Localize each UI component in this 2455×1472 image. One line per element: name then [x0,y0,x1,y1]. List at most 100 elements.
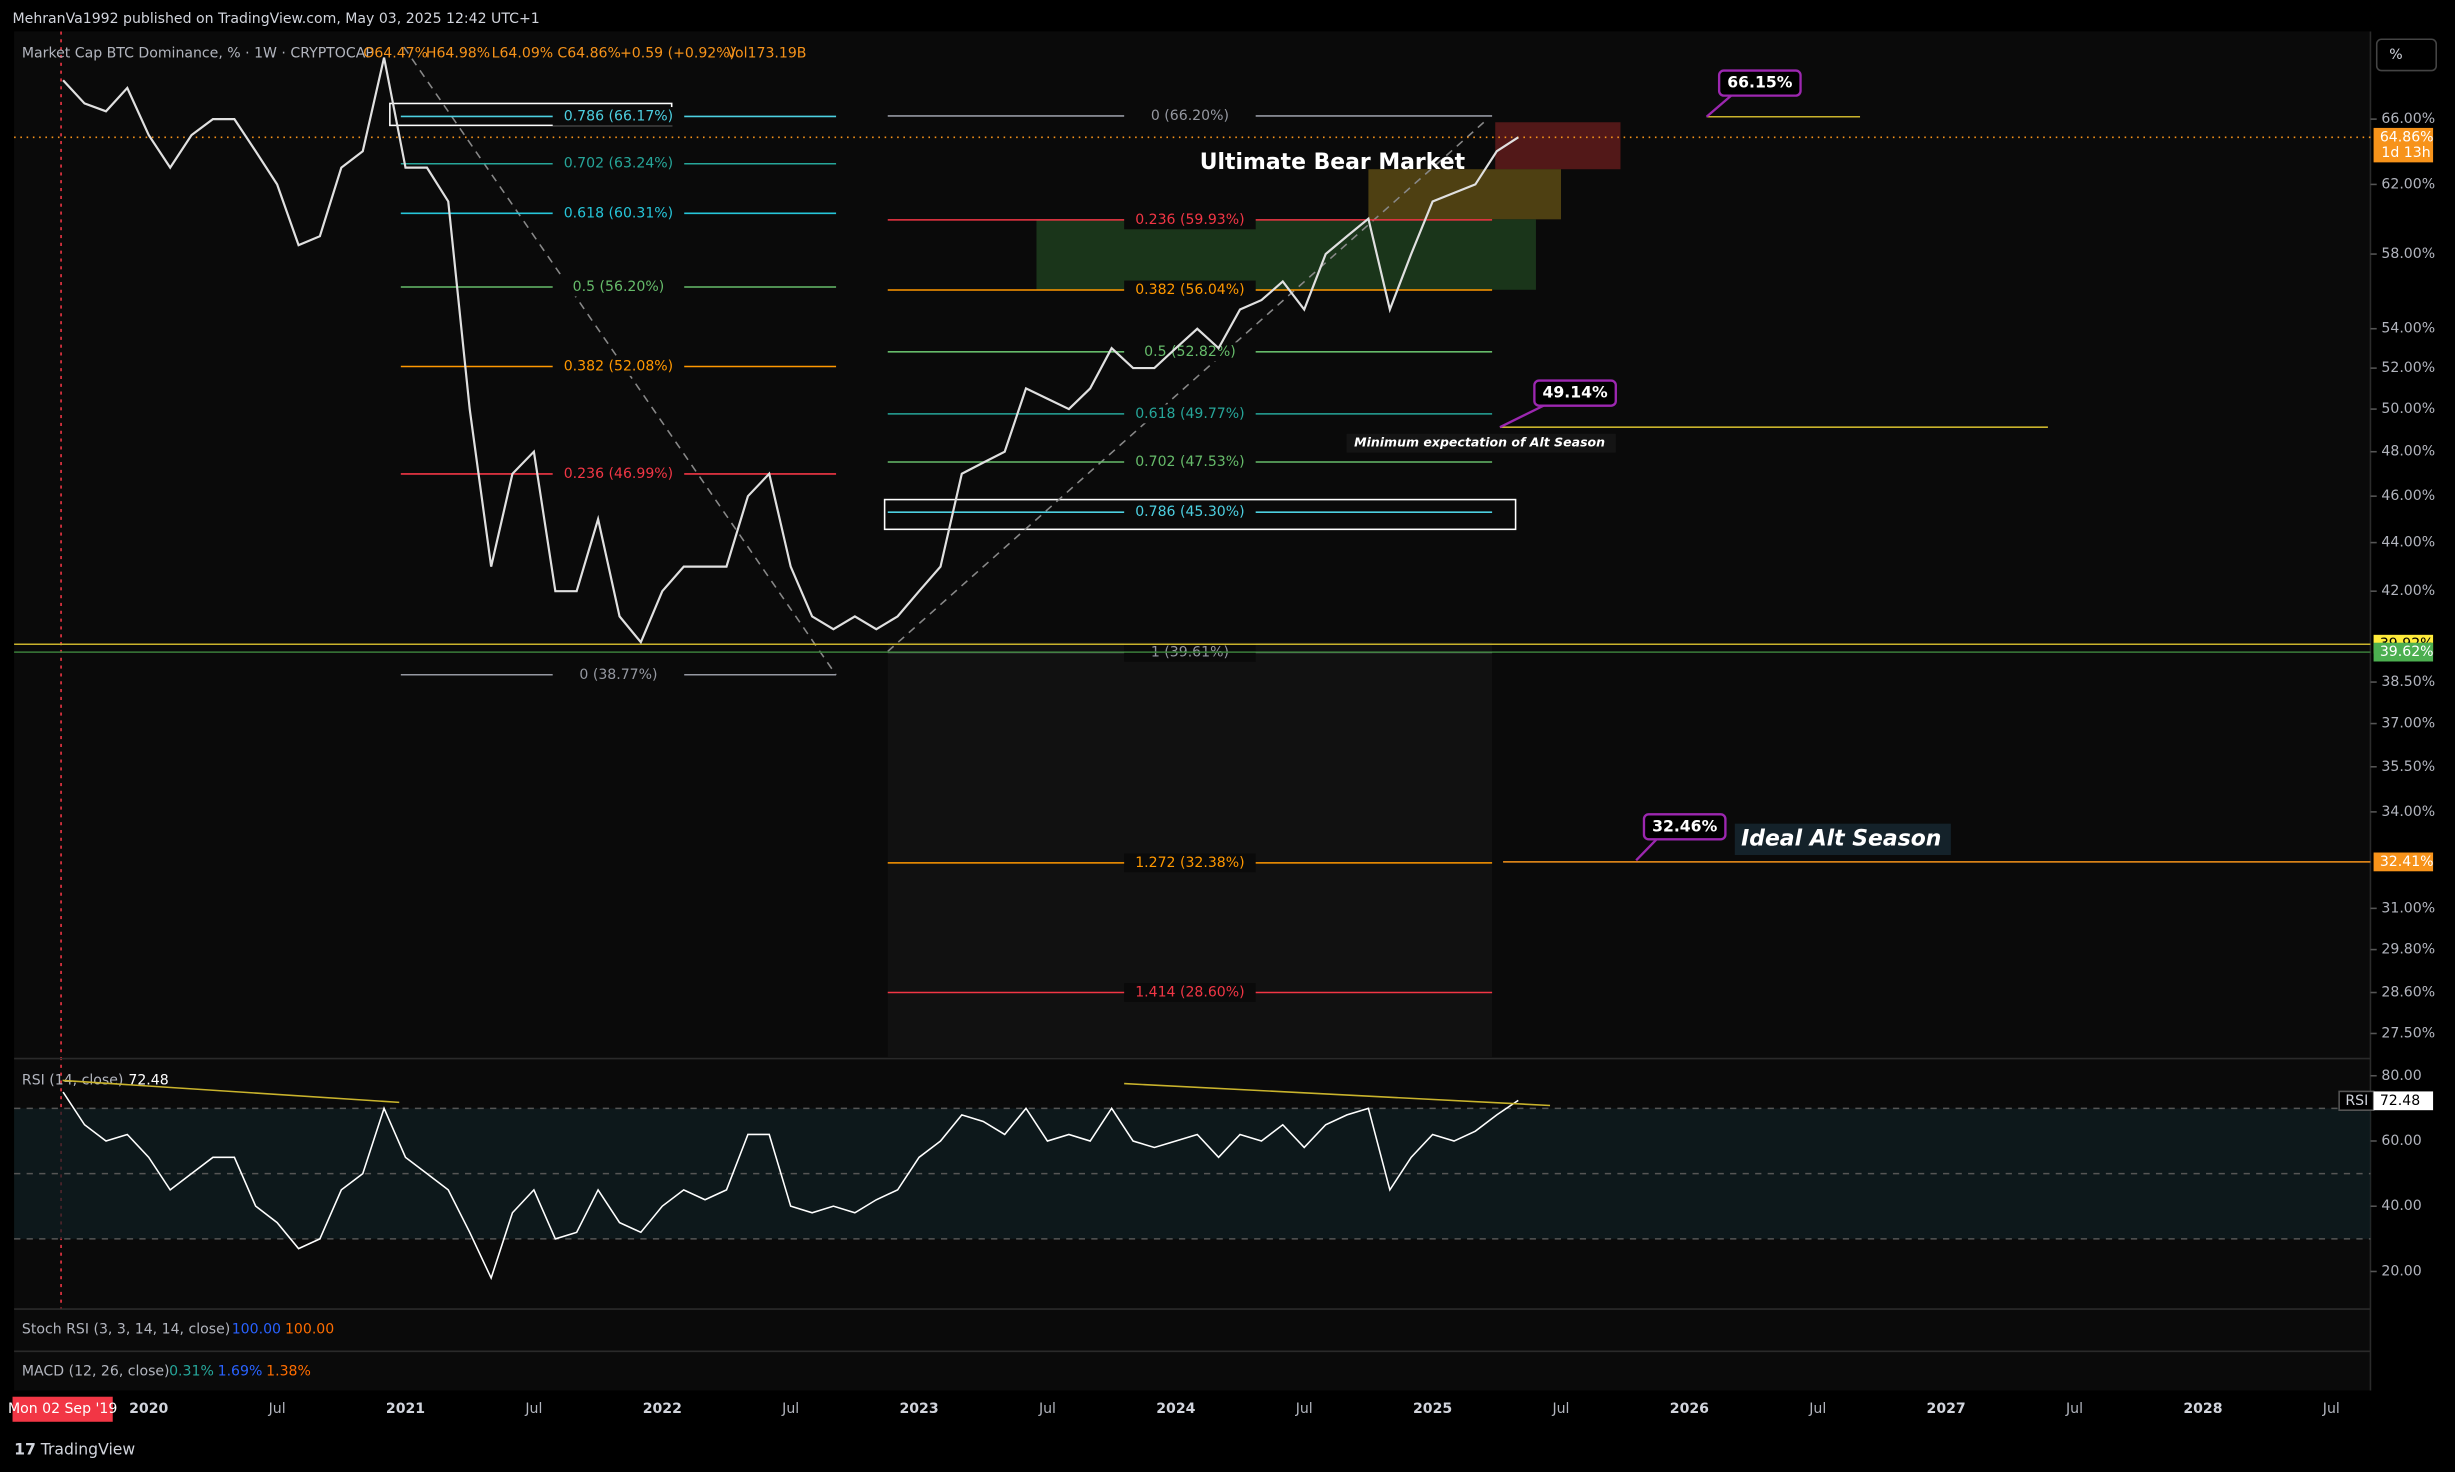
highlight-box [883,498,1517,531]
time-tick-label: Jul [2065,1401,2083,1417]
callout-label: 66.15% [1727,73,1792,92]
time-tick-label: 2021 [386,1401,425,1417]
time-tick-label: Jul [1038,1401,1056,1417]
fib-label: 0.618 (49.77%) [1135,406,1244,422]
rsi-value: 72.48 [128,1072,168,1088]
trend-line [887,118,1488,653]
time-tick-label: Jul [524,1401,542,1417]
scale-button[interactable] [2375,38,2437,72]
price-tick-label: 35.50% [2381,759,2435,775]
price-tick-label: 27.50% [2381,1025,2435,1041]
price-tick-label: 62.00% [2381,176,2435,192]
price-badge [2373,127,2434,163]
callout-box [1717,69,1802,97]
price-tick-label: 58.00% [2381,246,2435,262]
fib-label: 0.236 (46.99%) [564,466,673,482]
time-tick-label: 2023 [899,1401,938,1417]
fib-label: 0.786 (45.30%) [1135,504,1244,520]
fib-label: 0.702 (47.53%) [1135,454,1244,470]
logo: 17 [14,1439,36,1458]
fib-label-bg [552,665,685,685]
footer-brand: TradingView [40,1439,136,1458]
macd-value: 0.31% [169,1364,214,1380]
price-badge-label: 32.41% [2380,854,2434,870]
time-tick-label: Jul [2322,1401,2340,1417]
volume: Vol173.19B [726,45,806,61]
price-badge [2373,852,2434,872]
time-tick-label: Jul [1551,1401,1569,1417]
fib-label: 0 (66.20%) [1151,108,1229,124]
fib-label-bg [1124,342,1256,362]
price-tick-label: 31.00% [2381,900,2435,916]
open: O64.47% [363,45,428,61]
red-zone [1495,122,1621,170]
fib-label: 0.786 (66.17%) [564,108,673,124]
date-badge [12,1396,113,1422]
fib-label: 0 (38.77%) [579,667,657,683]
price-tick-label: 29.80% [2381,942,2435,958]
fib-label: 0.236 (59.93%) [1135,212,1244,228]
fib-label-bg [552,277,685,297]
time-tick-label: Jul [781,1401,799,1417]
fib-label: 0.5 (56.20%) [573,279,665,295]
price-tick-label: 28.60% [2381,985,2435,1001]
publisher: MehranVa1992 published on TradingView.co… [13,11,540,27]
fib-label-bg [1124,404,1256,424]
callout-label: 32.46% [1652,816,1717,835]
stoch-title: Stoch RSI (3, 3, 14, 14, close) [22,1321,230,1337]
annotation-bg [1734,823,1951,855]
fib-label: 0.702 (63.24%) [564,156,673,172]
time-tick-label: 2026 [1670,1401,1709,1417]
scale-button-label[interactable]: % [2389,47,2402,63]
price-badge-label: 39.62% [2380,644,2434,660]
macd-signal: 1.69% [218,1364,263,1380]
time-tick-label: 2027 [1927,1401,1966,1417]
change: +0.59 (+0.92%) [620,45,735,61]
price-tick-label: 66.00% [2381,111,2435,127]
fib-label: 0.382 (52.08%) [564,359,673,375]
rsi-tick-label: 80.00 [2381,1068,2421,1084]
price-tick-label: 46.00% [2381,488,2435,504]
price-badge-label: 64.86% [2380,129,2434,145]
rsi-badge-value: 72.48 [2380,1093,2420,1109]
price-tick-label: 54.00% [2381,321,2435,337]
fib-label: 1.414 (28.60%) [1135,985,1244,1001]
price-tick-label: 37.00% [2381,716,2435,732]
divergence-line [62,1079,400,1104]
callout-box [1642,813,1727,841]
fib-label-bg [552,357,685,376]
price-tick-label: 34.00% [2381,804,2435,820]
price-badge [2373,642,2434,662]
annotation: Ultimate Bear Market [1200,150,1465,175]
orange-zone [1368,169,1561,220]
time-tick-label: 2020 [129,1401,168,1417]
fib-label-bg [1124,853,1256,873]
price-tick-label: 38.50% [2381,674,2435,690]
price-tick-label: 50.00% [2381,401,2435,417]
fib-label-bg [1124,210,1256,230]
price-tick-label: 52.00% [2381,360,2435,376]
fib-label-bg [552,154,685,174]
price-badge-sub: 1d 13h [2381,145,2430,161]
fib-label: 0.382 (56.04%) [1135,282,1244,298]
fib-label: 0.618 (60.31%) [564,205,673,221]
price-tick-label: 42.00% [2381,583,2435,599]
rsi-line [62,1091,1519,1281]
annotation: Minimum expectation of Alt Season [1354,435,1605,450]
fib-label-bg [552,203,685,223]
rsi-tick-label: 60.00 [2381,1133,2421,1149]
callout-box [1533,379,1617,407]
macd-title: MACD (12, 26, close) [22,1364,170,1380]
fib-label-bg [1124,280,1256,300]
symbol: Market Cap BTC Dominance, % · 1W · CRYPT… [22,45,374,61]
fib-label-bg [552,107,685,126]
price-line [62,57,1519,645]
annotation-bg [1346,433,1616,453]
fib-label: 1.272 (32.38%) [1135,855,1244,871]
annotation: Ideal Alt Season [1741,826,1941,851]
time-tick-label: 2022 [643,1401,682,1417]
stoch-k: 100.00 [232,1321,281,1337]
close: C64.86% [557,45,621,61]
time-tick-label: Jul [1808,1401,1826,1417]
